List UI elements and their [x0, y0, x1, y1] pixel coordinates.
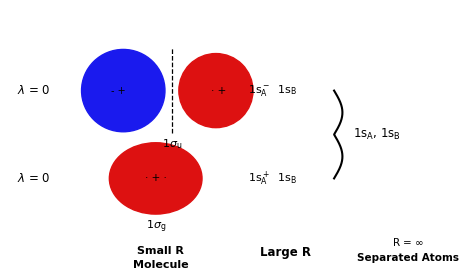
Ellipse shape — [109, 143, 202, 214]
Text: - +: - + — [111, 86, 126, 95]
Text: R = $\infty$: R = $\infty$ — [392, 235, 424, 248]
Text: · + ·: · + · — [145, 173, 167, 183]
Text: 1$\sigma_\mathrm{u}$: 1$\sigma_\mathrm{u}$ — [162, 137, 182, 151]
Ellipse shape — [82, 50, 165, 132]
Text: Small R
Molecule: Small R Molecule — [133, 246, 188, 270]
Text: 1s$_\mathrm{A}^-$  1s$_\mathrm{B}$: 1s$_\mathrm{A}^-$ 1s$_\mathrm{B}$ — [248, 83, 298, 98]
Text: Separated Atoms: Separated Atoms — [357, 253, 459, 263]
Ellipse shape — [179, 53, 253, 128]
Text: · +: · + — [210, 86, 226, 95]
Text: $\lambda$ = 0: $\lambda$ = 0 — [17, 84, 50, 97]
Text: 1$\sigma_\mathrm{g}$: 1$\sigma_\mathrm{g}$ — [146, 218, 166, 235]
Text: Large R: Large R — [260, 246, 311, 259]
Text: 1s$_\mathrm{A}$, 1s$_\mathrm{B}$: 1s$_\mathrm{A}$, 1s$_\mathrm{B}$ — [353, 127, 401, 142]
Text: 1s$_\mathrm{A}^+$  1s$_\mathrm{B}$: 1s$_\mathrm{A}^+$ 1s$_\mathrm{B}$ — [248, 169, 298, 188]
Text: $\lambda$ = 0: $\lambda$ = 0 — [17, 172, 50, 185]
